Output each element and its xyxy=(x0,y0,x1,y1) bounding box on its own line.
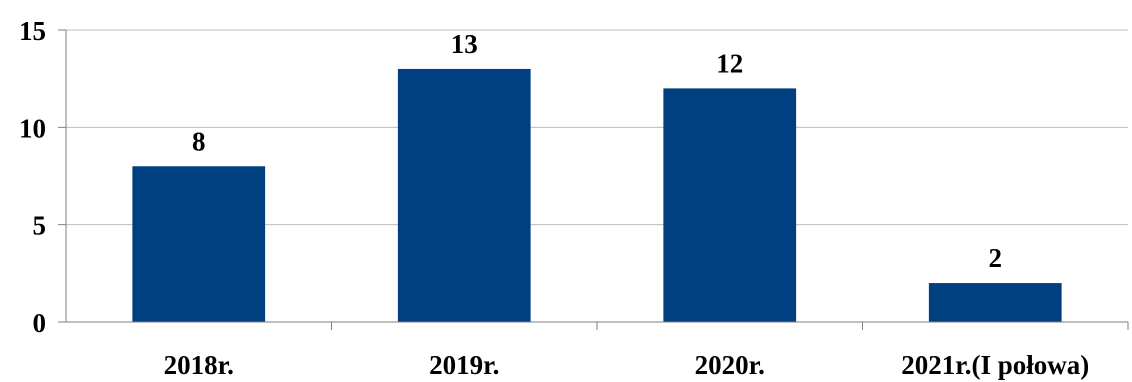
bar xyxy=(132,166,266,322)
x-tick-label: 2021r.(I połowa) xyxy=(901,350,1089,380)
bars xyxy=(132,68,1062,323)
y-tick-label: 5 xyxy=(33,211,47,241)
data-label: 12 xyxy=(716,48,743,78)
y-axis-ticks: 0 5 10 15 xyxy=(19,16,66,338)
data-label: 8 xyxy=(192,126,206,156)
axes xyxy=(58,30,1129,330)
y-tick-label: 0 xyxy=(33,308,47,338)
y-tick-label: 10 xyxy=(19,113,46,143)
bar xyxy=(397,68,531,322)
data-label: 13 xyxy=(451,29,478,59)
bar xyxy=(928,283,1062,322)
data-labels: 8 13 12 2 xyxy=(192,29,1002,273)
x-tick-label: 2018r. xyxy=(164,350,234,380)
x-tick-label: 2020r. xyxy=(695,350,765,380)
x-tick-label: 2019r. xyxy=(429,350,499,380)
category-labels: 2018r. 2019r. 2020r. 2021r.(I połowa) xyxy=(164,350,1090,380)
bar xyxy=(663,88,797,323)
data-label: 2 xyxy=(989,243,1003,273)
y-tick-label: 15 xyxy=(19,16,46,46)
